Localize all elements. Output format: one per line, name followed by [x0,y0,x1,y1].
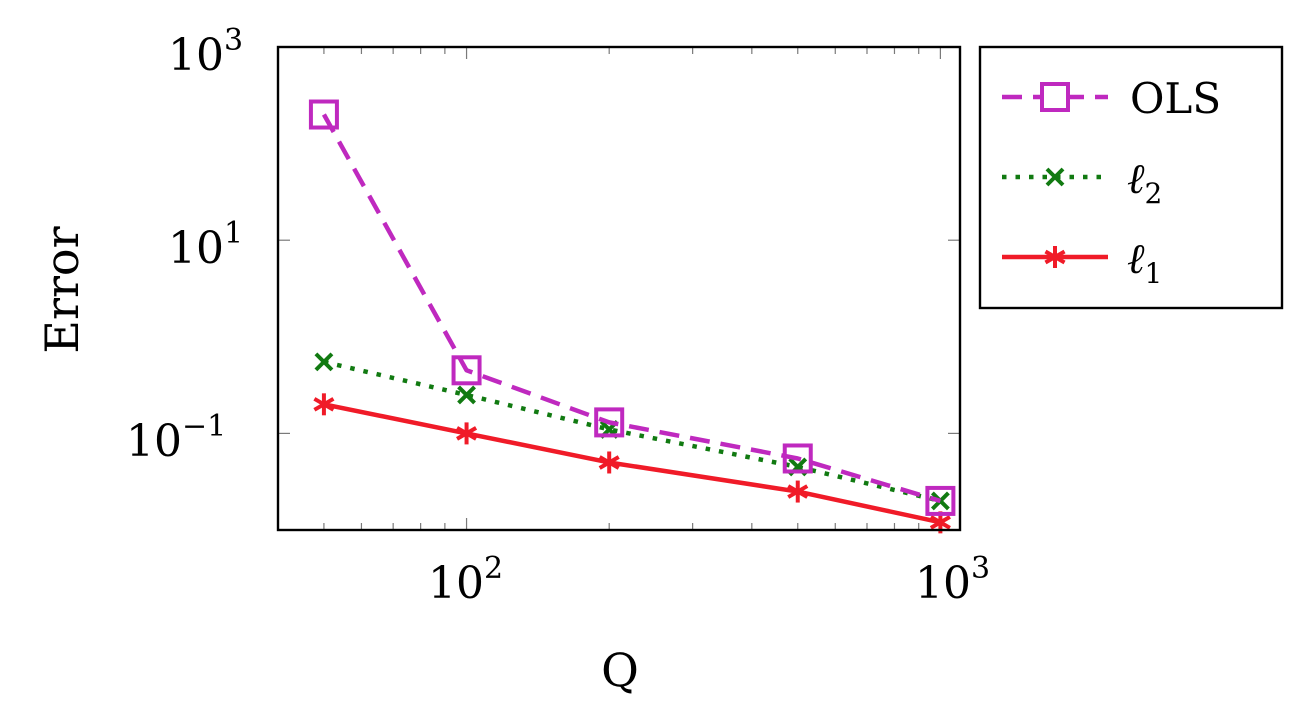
marker-stroke [314,352,334,372]
plot-frame [276,45,962,532]
series-l1 [313,393,951,534]
marker-stroke [456,426,478,441]
legend-marker-bg [1043,85,1067,109]
marker-stroke [929,515,951,530]
series-line-l2 [323,359,941,504]
series-line-l1 [323,402,941,525]
series-line-ols [321,113,942,504]
x-tick-label-1e3: 103 [915,551,990,609]
y-tick-label-1e3: 103 [168,23,243,81]
marker-stroke [1045,167,1065,187]
series-layer [308,99,956,534]
x-tick-labels: 102 103 [428,551,990,609]
marker-stroke [787,484,809,499]
legend-marker-l2 [1045,167,1065,187]
marker-stroke [598,455,620,470]
data-point-ols-3 [782,443,813,474]
y-axis-label: Error [35,226,89,353]
data-point-l2-0 [314,352,334,372]
legend-samples [1002,82,1108,268]
data-point-l1-2 [598,451,620,474]
y-tick-label-1e-1: 10−1 [126,409,226,467]
legend-label-l2: ℓ2 [1127,154,1162,210]
data-point-l2-1 [457,385,476,405]
legend-label-ols: OLS [1130,74,1221,123]
series-ols [308,99,956,516]
data-point-l1-3 [787,480,809,503]
y-tick-labels: 103 101 10−1 [126,23,243,467]
data-point-ols-2 [594,407,625,438]
data-point-ols-1 [451,355,482,386]
series-l2 [314,352,950,511]
marker-stroke [1044,249,1066,265]
legend-marker-l1 [1044,246,1066,268]
legend: OLS ℓ2 ℓ1 [978,45,1284,310]
marker-stroke [457,385,476,405]
marker-stroke [313,397,335,412]
data-point-l1-0 [313,393,335,416]
data-point-l1-1 [456,422,478,445]
data-point-ols-0 [308,99,339,130]
data-point-ols-4 [925,485,956,516]
y-tick-label-1e1: 101 [168,216,243,274]
legend-label-l1: ℓ1 [1127,234,1162,290]
x-tick-label-1e2: 102 [428,551,503,609]
legend-marker-ols [1040,82,1070,112]
x-axis-label: Q [601,643,639,697]
